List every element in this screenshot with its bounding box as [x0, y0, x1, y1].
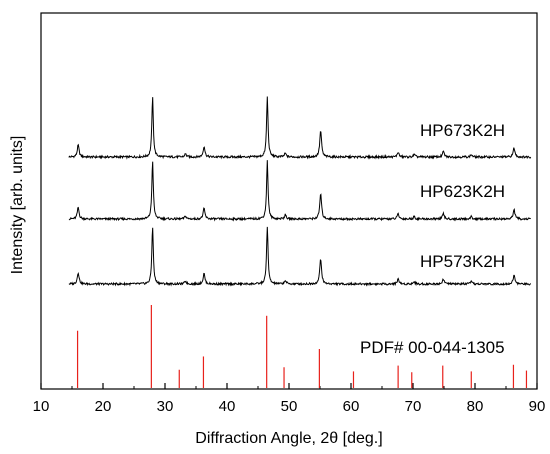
series-label: HP623K2H [420, 182, 505, 201]
x-axis-title: Diffraction Angle, 2θ [deg.] [195, 430, 382, 447]
x-tick-label: 40 [219, 398, 236, 415]
x-tick-label: 10 [33, 398, 50, 415]
axes-frame: 10 20 30 40 50 60 70 80 90 [33, 12, 546, 415]
x-tick-label: 50 [281, 398, 298, 415]
x-tick-label: 60 [343, 398, 360, 415]
diffraction-pattern-line [68, 96, 532, 160]
x-tick-label: 70 [405, 398, 422, 415]
series-label: HP673K2H [420, 121, 505, 140]
reference-pattern [76, 305, 528, 388]
diffraction-patterns [68, 96, 532, 287]
diffraction-pattern-line [68, 226, 532, 287]
x-tick-label: 90 [529, 398, 546, 415]
series-labels: HP673K2H HP623K2H HP573K2H PDF# 00-044-1… [360, 121, 505, 357]
x-tick-label: 30 [157, 398, 174, 415]
diffraction-pattern-line [68, 160, 531, 222]
axis-titles: Diffraction Angle, 2θ [deg.] Intensity [… [9, 136, 383, 447]
x-tick-label: 20 [95, 398, 112, 415]
plot-frame [40, 12, 538, 390]
series-label: HP573K2H [420, 252, 505, 271]
x-tick-label: 80 [467, 398, 484, 415]
y-axis-title: Intensity [arb. units] [9, 136, 26, 275]
reference-label: PDF# 00-044-1305 [360, 338, 505, 357]
